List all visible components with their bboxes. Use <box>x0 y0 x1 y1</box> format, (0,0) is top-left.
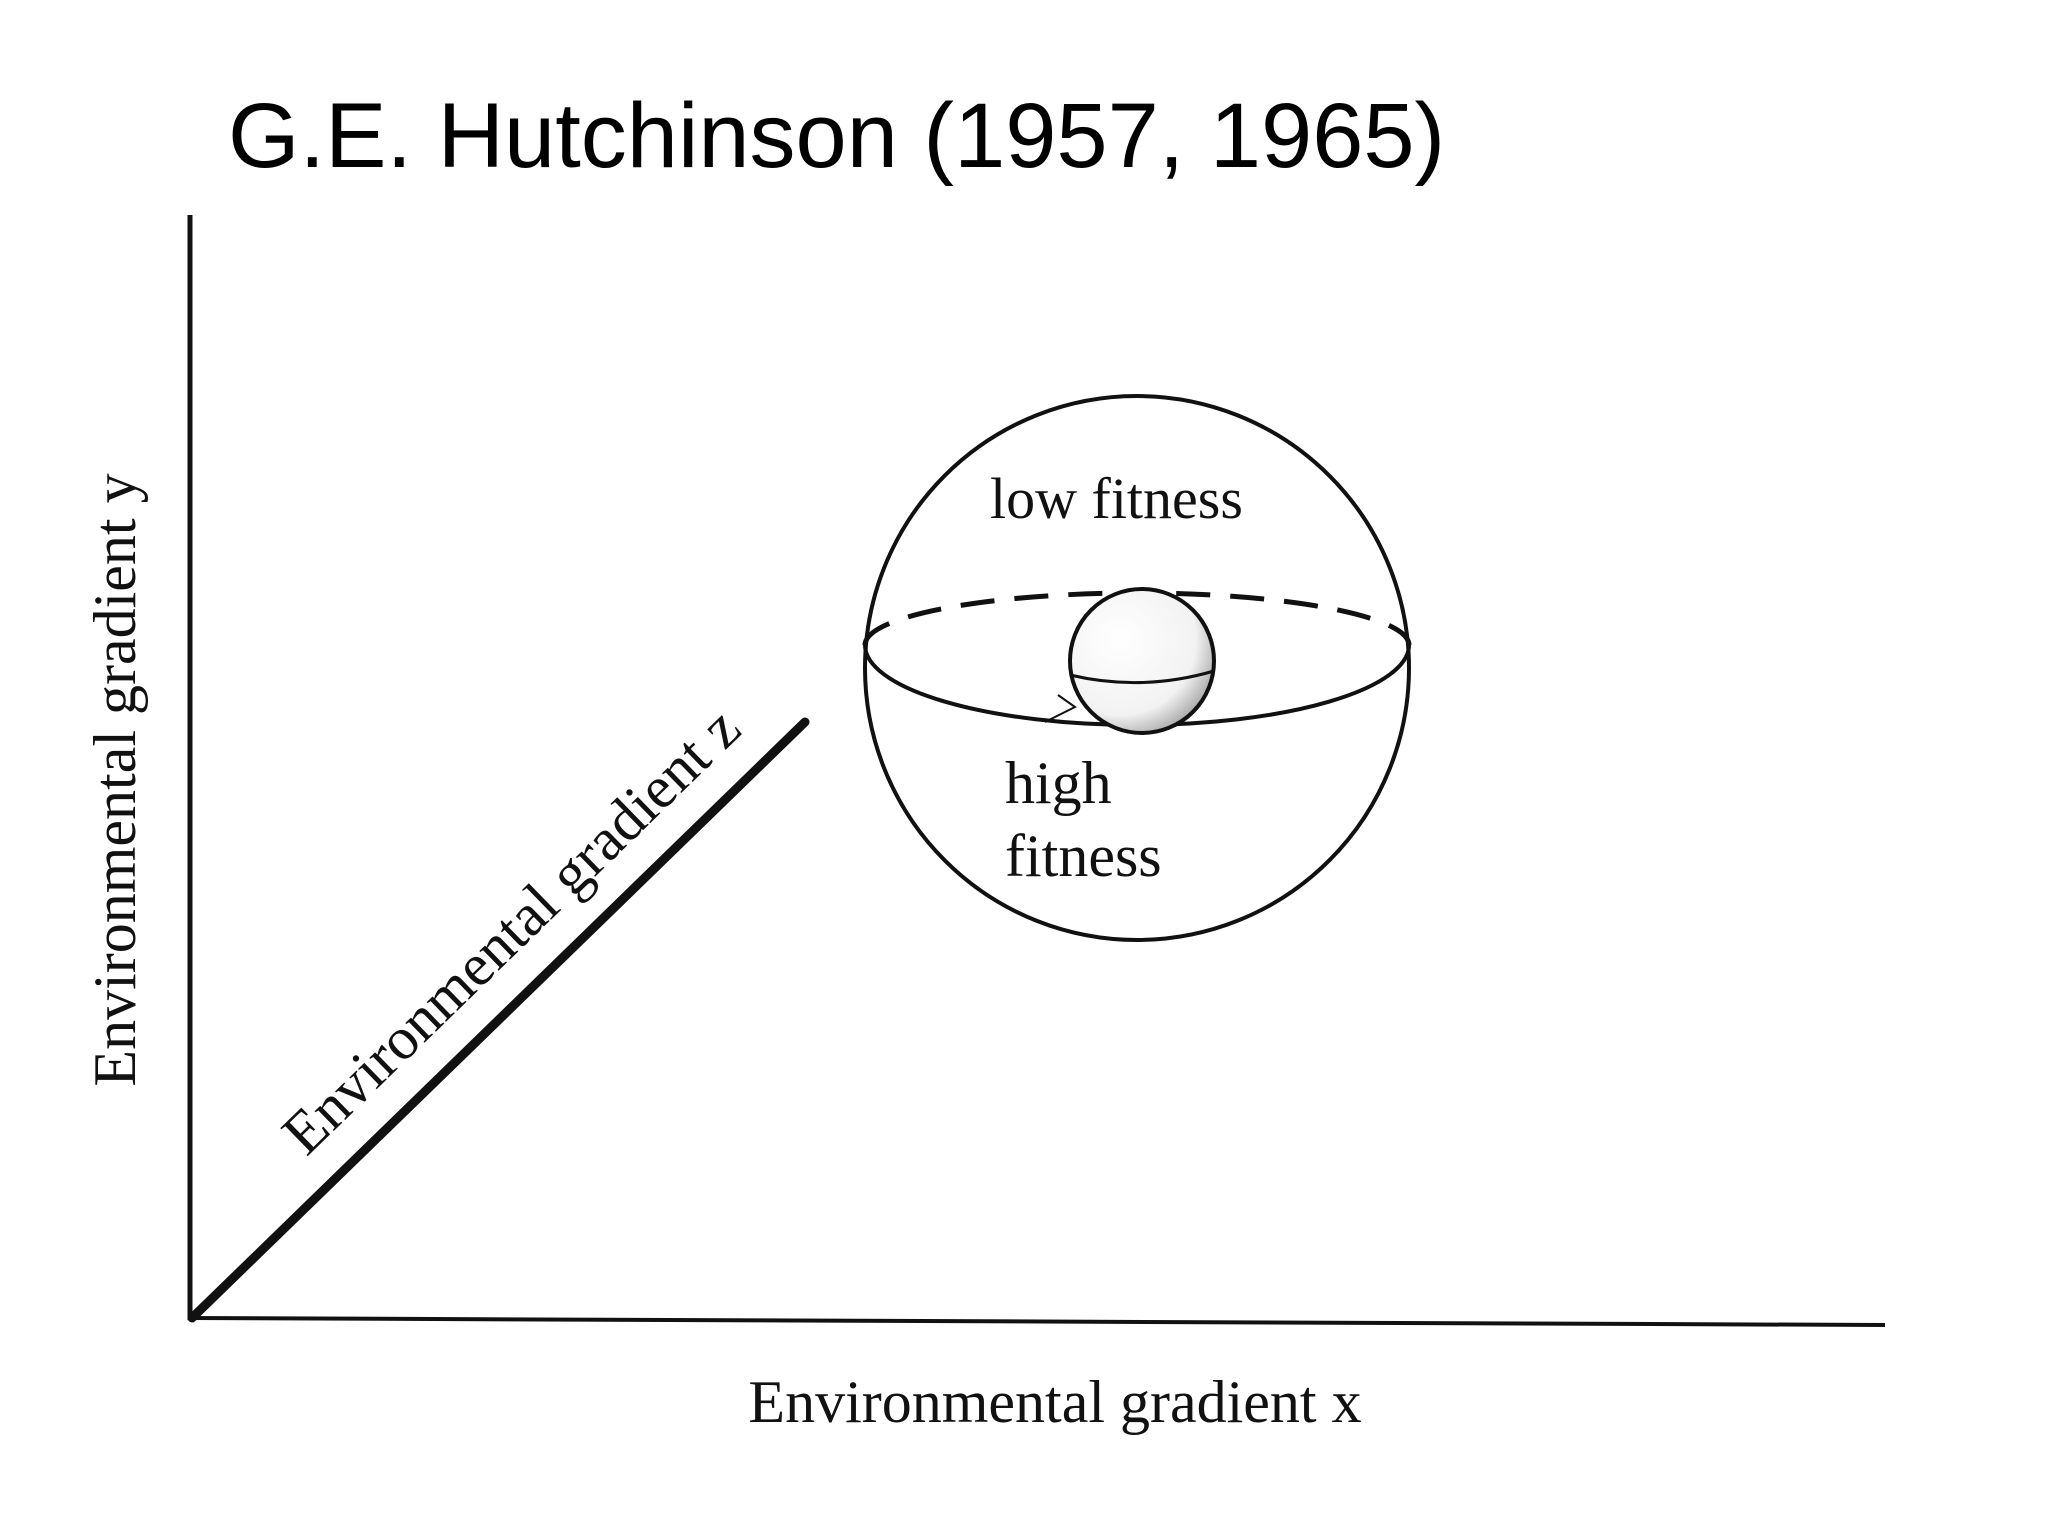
outer-niche-sphere <box>863 394 1411 942</box>
inner-fitness-sphere <box>1068 587 1216 735</box>
inner-sphere-equator <box>1069 669 1215 685</box>
z-axis-line <box>187 717 810 1323</box>
y-axis-label: Environmental gradient y <box>82 473 148 1086</box>
inner-sphere-pointer <box>1044 694 1077 723</box>
low-fitness-label: low fitness <box>990 466 1243 531</box>
z-axis-label: Environmental gradient z <box>269 694 752 1166</box>
x-axis-label: Environmental gradient x <box>748 1369 1361 1435</box>
high-fitness-label-line2: fitness <box>1005 823 1162 889</box>
x-axis-line <box>187 1316 1886 1327</box>
slide-title: G.E. Hutchinson (1957, 1965) <box>228 85 1446 187</box>
high-fitness-label-line1: high <box>1005 750 1112 816</box>
